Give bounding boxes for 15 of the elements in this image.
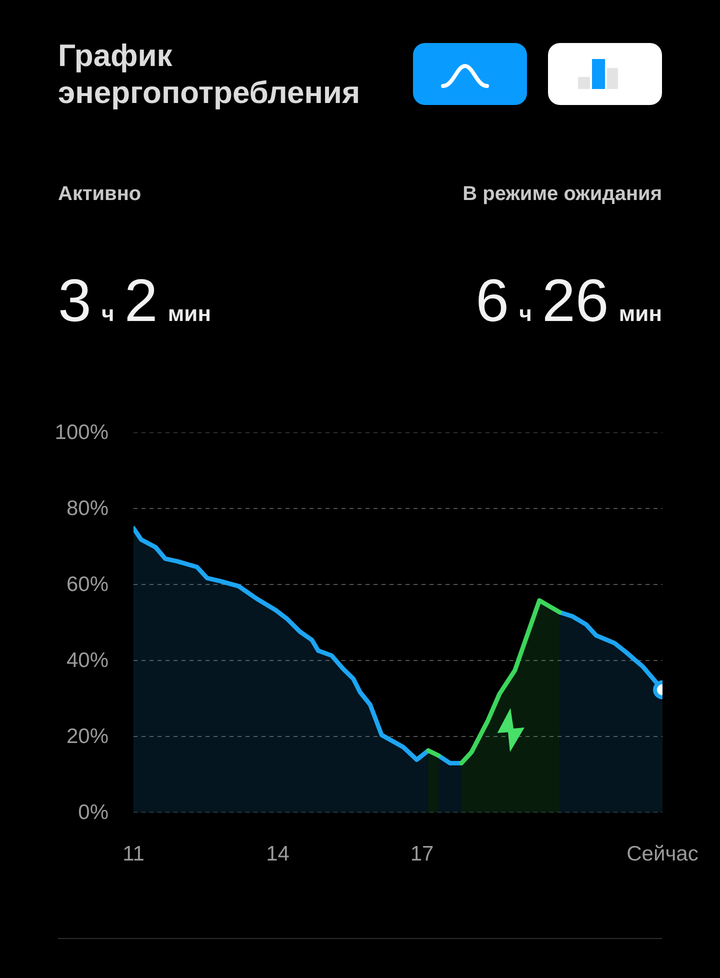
x-tick-label: 11	[122, 842, 144, 866]
text: 3 ч 2 мин	[58, 267, 211, 334]
x-tick-label: 14	[266, 842, 290, 866]
y-tick-label: 60%	[66, 573, 108, 596]
y-tick-label: 20%	[66, 725, 108, 748]
text: 6 ч 26 мин	[476, 267, 662, 334]
x-tick-label: Сейчас	[626, 842, 698, 866]
chart-title: График энергопотребления	[58, 37, 362, 111]
y-tick-label: 40%	[66, 649, 108, 672]
y-tick-label: 80%	[66, 497, 108, 520]
x-tick-label: 17	[410, 842, 434, 866]
y-tick-label: 100%	[54, 421, 109, 444]
y-tick-label: 0%	[78, 801, 109, 824]
text: В режиме ожидания	[462, 182, 662, 206]
text: Активно	[58, 182, 142, 206]
